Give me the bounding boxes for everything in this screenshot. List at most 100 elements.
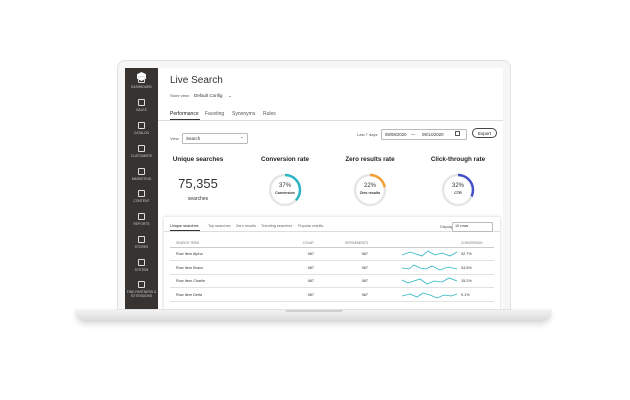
tab[interactable]: Faceting bbox=[205, 111, 225, 117]
date-range[interactable] bbox=[381, 129, 467, 140]
gauge-arc bbox=[441, 173, 475, 207]
tab[interactable]: Synonyms bbox=[232, 111, 256, 117]
nav-icon[interactable] bbox=[138, 145, 145, 152]
table-cell: 987 bbox=[361, 265, 368, 270]
gauge-caption: Zero results bbox=[359, 191, 381, 195]
header-divider bbox=[170, 247, 494, 248]
table-tab[interactable]: Popular results bbox=[298, 224, 324, 228]
date-separator: — bbox=[411, 131, 416, 137]
metric-title: Click-through rate bbox=[430, 156, 486, 163]
nav-icon[interactable] bbox=[138, 190, 145, 197]
sparkline-path bbox=[402, 250, 458, 257]
nav-label[interactable]: REPORTS bbox=[133, 222, 150, 226]
nav-label[interactable]: CONTENT bbox=[133, 199, 150, 203]
table-tab-divider bbox=[164, 231, 500, 232]
table-tab[interactable]: Top searches bbox=[208, 224, 231, 228]
nav-icon[interactable] bbox=[138, 213, 145, 220]
gauge-caption: Conversion bbox=[275, 191, 295, 195]
gauge-arc bbox=[353, 173, 387, 207]
nav-icon[interactable] bbox=[138, 122, 145, 129]
metric-title: Zero results rate bbox=[345, 156, 395, 163]
table-cell: 987 bbox=[307, 279, 314, 283]
table-cell: 987 bbox=[361, 252, 368, 256]
store-view-label: Store view: bbox=[170, 93, 190, 98]
metric-title: Unique searches bbox=[172, 156, 224, 163]
column-header: CONVERSION bbox=[461, 241, 483, 245]
table-card: Unique searches Top searches Zero results T… bbox=[164, 217, 500, 309]
view-select[interactable] bbox=[182, 133, 248, 144]
gauge-label: 22% bbox=[363, 183, 376, 189]
sidebar: DASHBOARD SALES CATALOG CUSTOMERS MARKETING C… bbox=[125, 68, 158, 309]
range-label: Last 7 days bbox=[357, 132, 378, 137]
view-label: View bbox=[170, 136, 179, 141]
laptop-notch bbox=[285, 309, 343, 312]
table-cell: Row Item Delta bbox=[176, 292, 202, 297]
tab[interactable]: Rules bbox=[263, 111, 276, 117]
nav-icon[interactable] bbox=[138, 281, 145, 288]
gauge-label: 37% bbox=[278, 183, 291, 189]
table-cell: 987 bbox=[361, 279, 368, 283]
sparkline-path bbox=[402, 264, 458, 270]
column-header: REFINEMENTS bbox=[345, 241, 368, 245]
export-label[interactable]: Export bbox=[477, 130, 491, 136]
gauge-caption: CTR bbox=[454, 191, 462, 195]
nav-label[interactable]: SALES bbox=[136, 108, 147, 112]
sparkline-path bbox=[402, 292, 458, 298]
view-value: Search bbox=[186, 135, 201, 141]
gauge bbox=[268, 173, 302, 207]
display-value: 10 rows bbox=[455, 224, 469, 228]
table-cell: Row Item Alpha bbox=[176, 252, 203, 256]
metric-title: Conversion rate bbox=[261, 156, 309, 163]
content: Live Search Store view: Default Config ⌄ Per… bbox=[158, 68, 503, 309]
display-label: Display bbox=[440, 225, 453, 229]
nav-label[interactable]: SYSTEM bbox=[134, 268, 149, 272]
sparkline bbox=[402, 250, 458, 257]
nav-label[interactable]: DASHBOARD bbox=[131, 85, 152, 89]
store-view[interactable]: Default Config bbox=[194, 93, 223, 98]
gauge bbox=[441, 173, 475, 207]
nav-label[interactable]: FIND PARTNERS & EXTENSIONS bbox=[126, 290, 157, 298]
sparkline-path bbox=[402, 277, 458, 285]
nav-label[interactable]: CATALOG bbox=[133, 131, 150, 135]
display-select[interactable] bbox=[452, 222, 493, 232]
table-cell: 15.2% bbox=[461, 279, 472, 283]
table-cell: 987 bbox=[361, 292, 368, 297]
column-header: SEARCH TERM bbox=[176, 241, 200, 245]
nav-label[interactable]: MARKETING bbox=[131, 177, 152, 181]
table-cell: 987 bbox=[307, 292, 314, 297]
table-tab-underline bbox=[170, 230, 200, 231]
gauge-arc bbox=[268, 173, 302, 207]
table-tab[interactable]: Unique searches bbox=[170, 224, 199, 228]
metric-value: 75,355 bbox=[178, 176, 218, 191]
table-cell: 32.7% bbox=[461, 252, 472, 256]
table-cell: Row Item Charlie bbox=[176, 279, 206, 283]
nav-icon[interactable] bbox=[138, 76, 145, 83]
nav-label[interactable]: CUSTOMERS bbox=[130, 154, 152, 158]
start-date: 09/08/2020 bbox=[385, 131, 407, 137]
laptop-base bbox=[75, 309, 552, 322]
nav-icon[interactable] bbox=[138, 259, 145, 266]
table-cell: Row Item Bravo bbox=[176, 265, 204, 270]
nav-label[interactable]: STORES bbox=[134, 245, 149, 249]
export-button[interactable] bbox=[472, 128, 497, 138]
tab[interactable]: Performance bbox=[170, 111, 199, 117]
row-divider bbox=[170, 287, 494, 288]
table-tab[interactable]: Trending searches bbox=[261, 224, 293, 228]
gauge bbox=[353, 173, 387, 207]
row-divider bbox=[170, 260, 494, 261]
table-tab[interactable]: Zero results bbox=[236, 224, 257, 228]
nav-icon[interactable] bbox=[138, 99, 145, 106]
table-cell: 9.1% bbox=[461, 292, 470, 297]
chevron: ⌄ bbox=[228, 93, 232, 98]
sparkline bbox=[402, 264, 458, 270]
end-date: 09/14/2020 bbox=[422, 131, 444, 137]
tab-underline bbox=[170, 119, 200, 120]
table-cell: 987 bbox=[307, 265, 314, 270]
metric-caption: searches bbox=[187, 196, 209, 202]
row-divider bbox=[170, 300, 494, 301]
nav-icon[interactable] bbox=[138, 168, 145, 175]
gauge-label: 32% bbox=[451, 183, 464, 189]
nav-icon[interactable] bbox=[138, 236, 145, 243]
calendar-icon[interactable] bbox=[455, 131, 460, 136]
